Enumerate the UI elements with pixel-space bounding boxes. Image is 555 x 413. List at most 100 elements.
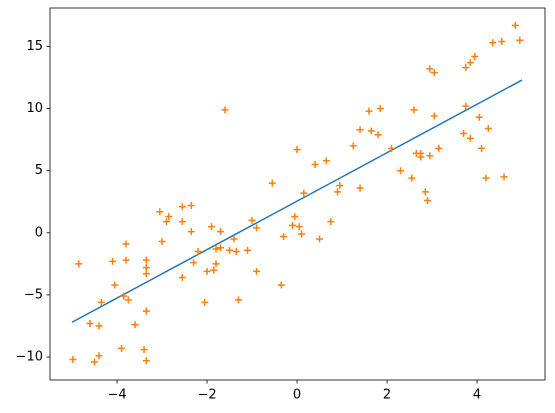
data-point: [293, 146, 301, 154]
y-tick-label: 10: [26, 101, 43, 116]
data-point: [212, 260, 220, 268]
data-point: [311, 161, 319, 169]
data-point: [484, 124, 492, 132]
data-point: [120, 292, 128, 300]
data-point: [367, 127, 375, 135]
data-point: [462, 64, 470, 72]
data-point: [122, 256, 130, 264]
data-point: [424, 197, 432, 205]
x-tick-label: 4: [473, 388, 481, 403]
data-point: [435, 144, 443, 152]
y-tick-label: 15: [26, 39, 43, 54]
data-point: [217, 244, 225, 252]
data-point: [365, 107, 373, 115]
data-point: [230, 235, 238, 243]
data-point: [397, 167, 405, 175]
data-point: [426, 65, 434, 73]
data-point: [118, 344, 126, 352]
x-tick-label: −2: [197, 388, 216, 403]
data-point: [232, 247, 240, 255]
data-point: [91, 358, 99, 366]
data-point: [131, 321, 139, 329]
data-point: [471, 52, 479, 60]
data-point: [86, 319, 94, 327]
x-tick-label: 2: [383, 388, 391, 403]
data-point: [140, 346, 148, 354]
y-tick-label: −5: [24, 287, 43, 302]
data-point: [466, 59, 474, 67]
data-point: [253, 224, 261, 232]
data-line: [71, 79, 523, 323]
data-point: [208, 223, 216, 231]
data-point: [289, 221, 297, 229]
data-point: [388, 144, 396, 152]
x-tick-label: −4: [107, 388, 126, 403]
data-point: [417, 149, 425, 157]
data-point: [212, 245, 220, 253]
data-point: [291, 213, 299, 221]
data-point: [95, 352, 103, 360]
data-point: [235, 296, 243, 304]
y-tick-label: 5: [35, 163, 43, 178]
data-point: [142, 307, 150, 315]
data-point: [478, 144, 486, 152]
data-point: [75, 260, 83, 268]
data-point: [122, 240, 130, 248]
data-point: [421, 188, 429, 196]
x-tick-label: 0: [293, 388, 301, 403]
data-point: [298, 230, 306, 238]
data-point: [253, 267, 261, 275]
data-point: [316, 235, 324, 243]
data-point: [124, 296, 132, 304]
data-point: [142, 256, 150, 264]
data-point: [408, 174, 416, 182]
data-point: [334, 188, 342, 196]
data-point: [498, 38, 506, 46]
data-point: [187, 228, 195, 236]
data-point: [482, 174, 490, 182]
data-point: [248, 216, 256, 224]
data-point: [322, 157, 330, 165]
data-point: [511, 21, 519, 29]
data-point: [466, 134, 474, 142]
data-point: [356, 184, 364, 192]
data-point: [69, 356, 77, 364]
y-tick-label: 0: [35, 225, 43, 240]
data-point: [111, 281, 119, 289]
data-point: [410, 106, 418, 114]
data-point: [300, 189, 308, 197]
data-point: [376, 105, 384, 113]
data-point: [268, 179, 276, 187]
data-point: [226, 246, 234, 254]
data-point: [336, 182, 344, 190]
data-point: [95, 322, 103, 330]
data-point: [156, 208, 164, 216]
data-point: [210, 266, 218, 274]
data-point: [194, 247, 202, 255]
data-point: [217, 228, 225, 236]
data-point: [97, 298, 105, 306]
data-point: [295, 223, 303, 231]
data-point: [327, 218, 335, 226]
plot-frame: [49, 7, 546, 381]
data-point: [356, 126, 364, 134]
data-point: [190, 259, 198, 267]
data-point: [142, 357, 150, 365]
data-point: [187, 201, 195, 209]
data-point: [178, 274, 186, 282]
data-point: [244, 246, 252, 254]
data-point: [280, 233, 288, 241]
data-point: [349, 142, 357, 150]
data-point: [203, 267, 211, 275]
data-point: [374, 131, 382, 139]
data-point: [426, 152, 434, 160]
data-point: [516, 36, 524, 44]
y-tick-label: −10: [16, 350, 43, 365]
data-point: [201, 298, 209, 306]
data-point: [158, 238, 166, 246]
data-point: [475, 113, 483, 121]
data-point: [460, 129, 468, 137]
data-point: [142, 270, 150, 278]
data-point: [221, 106, 229, 114]
